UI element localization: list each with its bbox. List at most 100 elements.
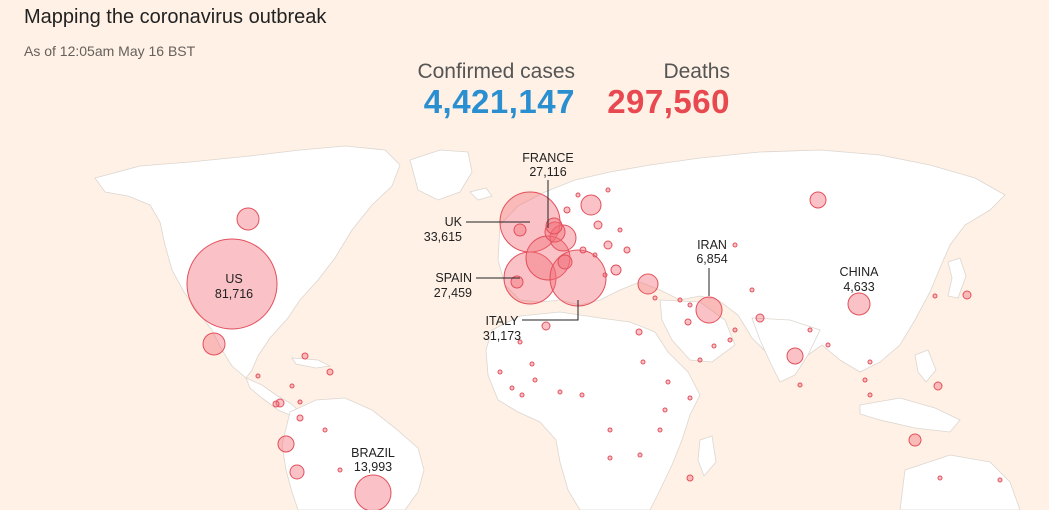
ethiopia-bubble — [665, 379, 671, 385]
italy-value: 31,173 — [483, 329, 521, 343]
portugal-bubble — [510, 275, 524, 289]
srilanka-bubble — [797, 382, 803, 388]
landmasses — [94, 145, 1021, 510]
colombia-bubble — [296, 414, 304, 422]
usa-east-bubble — [809, 191, 827, 209]
australia-landmass — [899, 454, 1021, 510]
korea-bubble — [932, 293, 938, 299]
spain-value: 27,459 — [434, 286, 472, 300]
belgium-bubble — [544, 221, 566, 243]
mexico-bubble — [202, 332, 226, 356]
cameroon-bubble — [579, 392, 585, 398]
timestamp: As of 12:05am May 16 BST — [24, 43, 196, 59]
spain-label: SPAIN — [435, 271, 472, 285]
brazil-label: BRAZIL — [351, 446, 395, 460]
panama-bubble — [297, 399, 303, 405]
nz-bubble — [997, 477, 1003, 483]
drc-bubble — [607, 427, 613, 433]
philippines-landmass — [914, 349, 937, 383]
south-america-landmass — [281, 397, 425, 510]
italy-leader-line — [522, 300, 579, 321]
japan-landmass — [947, 257, 967, 299]
china-label: CHINA — [840, 265, 880, 279]
southafrica-bubble — [686, 474, 694, 482]
angola-bubble — [607, 455, 613, 461]
argentina-bubble — [337, 467, 343, 473]
israel-bubble — [652, 295, 658, 301]
nepal-bubble — [807, 327, 813, 333]
finland-bubble — [605, 187, 611, 193]
ivory-bubble — [519, 392, 525, 398]
netherlands-bubble — [545, 217, 563, 235]
malaysia-bubble — [862, 377, 868, 383]
somalia-bubble — [687, 395, 693, 401]
kuwait-bubble — [687, 302, 693, 308]
algeria-bubble — [541, 321, 551, 331]
us-label: US — [225, 272, 242, 286]
france-bubble — [525, 235, 571, 281]
uk-value: 33,615 — [424, 230, 462, 244]
us-bubble — [186, 238, 278, 330]
chile-bubble — [289, 464, 305, 480]
tanzania-bubble — [657, 427, 663, 433]
deaths-label: Deaths — [663, 60, 730, 83]
austria-bubble — [579, 246, 587, 254]
australia-bubble — [937, 475, 943, 481]
deaths-stat: Deaths 297,560 — [590, 60, 730, 120]
deaths-value: 297,560 — [607, 83, 730, 120]
bangladesh-bubble — [825, 342, 831, 348]
country-labels: US 81,716 BRAZIL 13,993 FRANCE 27,116 UK… — [215, 151, 879, 474]
sudan-bubble — [640, 359, 646, 365]
oman-bubble — [732, 327, 738, 333]
greenland-landmass — [409, 149, 473, 201]
kenya-bubble — [662, 407, 668, 413]
russia-bubble — [637, 273, 659, 295]
mali-bubble — [529, 361, 535, 367]
bolivia-bubble — [322, 427, 328, 433]
denmark-bubble — [563, 206, 571, 214]
poland-bubble — [593, 220, 603, 230]
saudi-bubble — [684, 318, 692, 326]
iran-label: IRAN — [697, 238, 727, 252]
belarus-bubble — [617, 227, 623, 233]
egypt-bubble — [635, 328, 643, 336]
yemen-bubble — [697, 357, 703, 363]
greece-bubble — [602, 272, 608, 278]
romania-bubble — [603, 240, 613, 250]
nigeria-bubble — [557, 389, 563, 395]
pakistan-bubble — [755, 313, 765, 323]
qatar-bubble — [711, 343, 717, 349]
china-bubble — [847, 292, 871, 316]
canada-bubble — [236, 207, 260, 231]
mexico-s-bubble — [255, 373, 261, 379]
case-bubbles — [186, 187, 1003, 510]
peru-bubble — [277, 435, 295, 453]
confirmed-cases-label: Confirmed cases — [417, 60, 575, 83]
thailand-bubble — [867, 359, 873, 365]
brazil-bubble — [354, 474, 392, 510]
kazakh-bubble — [732, 242, 738, 248]
iceland-landmass — [469, 187, 493, 201]
india-landmass — [751, 317, 821, 383]
dominican-bubble — [326, 368, 334, 376]
caribbean-islands — [291, 357, 332, 369]
turkey-bubble — [610, 264, 622, 276]
ukraine-bubble — [623, 246, 631, 254]
morocco-bubble — [517, 339, 523, 345]
confirmed-cases-stat: Confirmed cases 4,421,147 — [405, 60, 575, 120]
guinea-bubble — [509, 385, 515, 391]
iran-bubble — [695, 296, 723, 324]
italy-bubble — [549, 249, 607, 307]
us-value: 81,716 — [215, 287, 253, 301]
ghana-bubble — [532, 377, 538, 383]
uae-bubble — [727, 337, 733, 343]
cuba-bubble — [301, 352, 309, 360]
france-value: 27,116 — [529, 165, 566, 179]
iraq-bubble — [677, 297, 683, 303]
china-value: 4,633 — [843, 280, 874, 294]
switzerland-bubble — [557, 254, 573, 270]
indonesia-bubble — [908, 433, 922, 447]
eurasia-landmass — [497, 149, 1006, 373]
norway-bubble — [575, 192, 581, 198]
